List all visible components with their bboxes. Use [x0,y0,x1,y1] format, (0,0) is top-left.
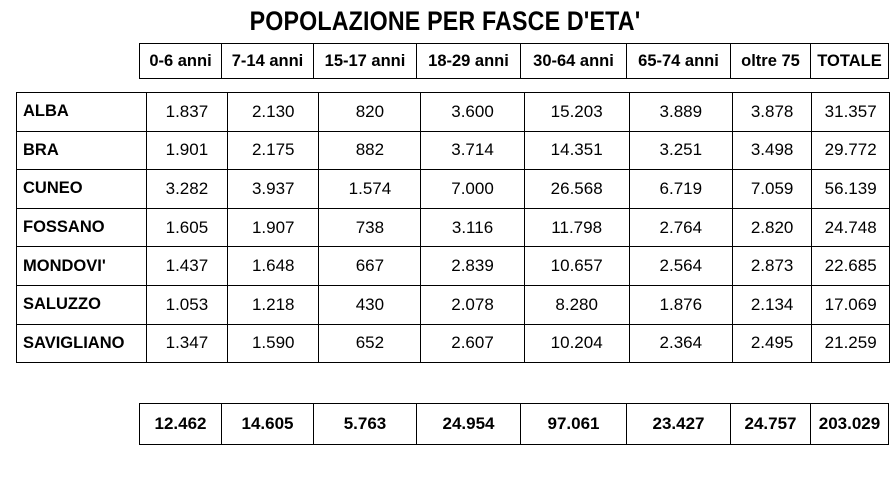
table-row: ALBA 1.837 2.130 820 3.600 15.203 3.889 3.878 31… [16,92,890,132]
column-header: 65-74 anni [626,43,731,79]
row-label: SAVIGLIANO [16,323,147,364]
table-cell: 3.889 [628,92,733,132]
table-cell: 3.116 [420,207,525,248]
table-cell: 1.648 [227,246,320,286]
table-cell: 652 [318,323,422,364]
table-cell: 7.000 [420,169,525,209]
total-cell: 203.029 [810,403,889,445]
table-row: FOSSANO 1.605 1.907 738 3.116 11.798 2.764 2.82… [16,207,890,248]
table-cell: 3.937 [227,169,320,209]
column-header: 7-14 anni [221,43,314,79]
table-cell: 2.564 [628,246,733,286]
row-label: BRA [16,130,147,171]
table-row: BRA 1.901 2.175 882 3.714 14.351 3.251 3.498 29.… [16,130,890,171]
row-label: CUNEO [16,169,147,209]
column-header-table: 0-6 anni 7-14 anni 15-17 anni 18-29 anni… [139,43,889,79]
table-cell: 2.839 [420,246,525,286]
page-title: POPOLAZIONE PER FASCE D'ETA' [249,6,641,36]
table-cell: 1.590 [227,323,320,364]
table-cell: 2.134 [731,284,813,325]
data-table: ALBA 1.837 2.130 820 3.600 15.203 3.889 3.878 31… [16,92,890,364]
table-cell: 14.351 [523,130,630,171]
table-cell: 1.605 [145,207,229,248]
total-cell: 12.462 [139,403,222,445]
table-cell: 3.498 [731,130,813,171]
table-cell: 1.053 [145,284,229,325]
table-cell: 1.907 [227,207,320,248]
table-cell: 3.714 [420,130,525,171]
row-label: MONDOVI' [16,246,147,286]
table-cell: 2.078 [420,284,525,325]
total-cell: 14.605 [221,403,314,445]
table-row: CUNEO 3.282 3.937 1.574 7.000 26.568 6.719 7.05… [16,169,890,209]
table-cell: 11.798 [523,207,630,248]
table-cell: 24.748 [811,207,890,248]
total-cell: 23.427 [626,403,731,445]
table-cell: 10.204 [523,323,630,364]
table-cell: 2.175 [227,130,320,171]
column-header: 0-6 anni [139,43,222,79]
table-cell: 26.568 [523,169,630,209]
totals-table: 12.462 14.605 5.763 24.954 97.061 23.427 24.75… [139,403,889,445]
table-cell: 21.259 [811,323,890,364]
table-cell: 820 [318,92,422,132]
table-cell: 1.437 [145,246,229,286]
table-cell: 1.901 [145,130,229,171]
table-cell: 738 [318,207,422,248]
table-cell: 31.357 [811,92,890,132]
table-cell: 1.574 [318,169,422,209]
table-cell: 882 [318,130,422,171]
table-cell: 667 [318,246,422,286]
table-cell: 7.059 [731,169,813,209]
table-cell: 1.876 [628,284,733,325]
table-cell: 1.347 [145,323,229,364]
table-cell: 3.251 [628,130,733,171]
column-header: TOTALE [810,43,889,79]
column-header: 15-17 anni [313,43,417,79]
total-cell: 24.757 [730,403,811,445]
column-header-row: 0-6 anni 7-14 anni 15-17 anni 18-29 anni… [139,43,889,79]
table-cell: 15.203 [523,92,630,132]
table-cell: 3.600 [420,92,525,132]
column-header: 30-64 anni [520,43,627,79]
table-cell: 10.657 [523,246,630,286]
row-label: SALUZZO [16,284,147,325]
table-cell: 3.282 [145,169,229,209]
column-header: 18-29 anni [416,43,521,79]
totals-row: 12.462 14.605 5.763 24.954 97.061 23.427 24.75… [139,403,889,445]
table-cell: 2.820 [731,207,813,248]
row-label: ALBA [16,92,147,132]
table-cell: 1.837 [145,92,229,132]
table-cell: 29.772 [811,130,890,171]
table-row: SALUZZO 1.053 1.218 430 2.078 8.280 1.876 2.134… [16,284,890,325]
row-label: FOSSANO [16,207,147,248]
table-cell: 1.218 [227,284,320,325]
table-cell: 2.364 [628,323,733,364]
table-cell: 2.607 [420,323,525,364]
table-cell: 22.685 [811,246,890,286]
table-cell: 2.764 [628,207,733,248]
table-cell: 430 [318,284,422,325]
table-row: MONDOVI' 1.437 1.648 667 2.839 10.657 2.564 2.8… [16,246,890,286]
total-cell: 24.954 [416,403,521,445]
table-cell: 2.873 [731,246,813,286]
table-cell: 2.495 [731,323,813,364]
table-cell: 17.069 [811,284,890,325]
table-row: SAVIGLIANO 1.347 1.590 652 2.607 10.204 2.364 2… [16,323,890,364]
table-cell: 8.280 [523,284,630,325]
total-cell: 97.061 [520,403,627,445]
table-cell: 56.139 [811,169,890,209]
table-cell: 6.719 [628,169,733,209]
table-cell: 3.878 [731,92,813,132]
table-cell: 2.130 [227,92,320,132]
column-header: oltre 75 [730,43,811,79]
total-cell: 5.763 [313,403,417,445]
